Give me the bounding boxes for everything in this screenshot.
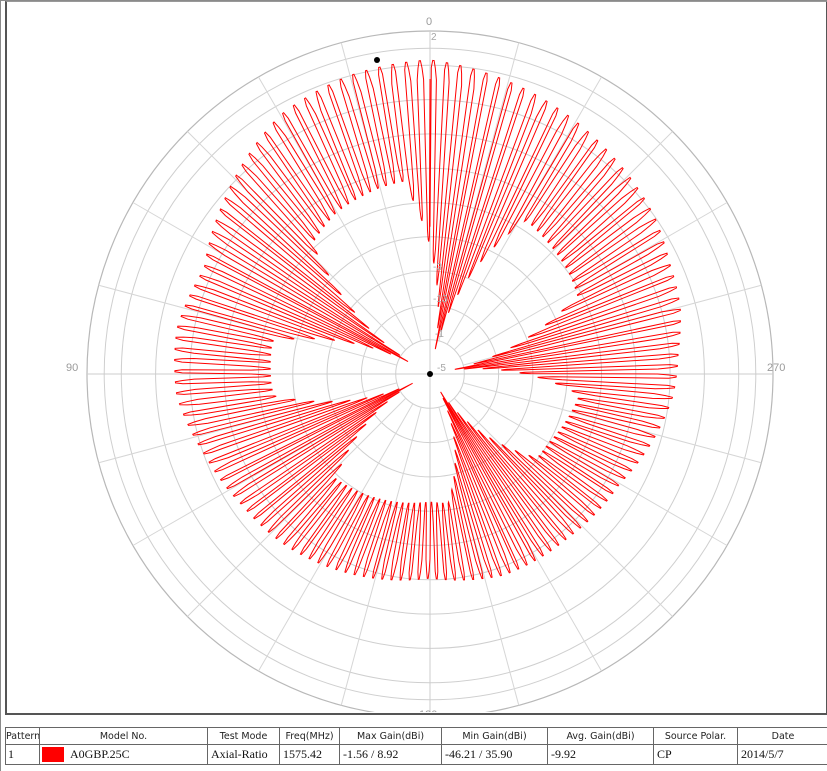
model-no-value: A0GBP.25C [70,746,130,761]
angle-label-270: 270 [767,362,785,374]
header-test-mode: Test Mode [207,727,280,745]
grid-spoke [459,390,728,546]
cell-source-polar: CP [653,744,738,765]
max-marker [374,57,380,63]
polar-chart: 0 90 180 270 2 -3 -13 -1 -5 [66,16,785,712]
header-model-no: Model No. [39,727,208,745]
header-max-gain: Max Gain(dBi) [339,727,442,745]
markers [374,57,433,377]
cell-min-gain: -46.21 / 35.90 [441,744,548,765]
color-swatch [42,747,64,763]
pattern-number: 1 [8,747,14,761]
header-avg-gain: Avg. Gain(dBi) [547,727,654,745]
cell-freq: 1575.42 [279,744,340,765]
grid-spoke [453,131,673,351]
header-source-polar: Source Polar. [653,727,738,745]
pattern-trace-line [174,59,681,581]
cell-model-no: A0GBP.25C [39,744,208,765]
radial-labels: 2 -3 -13 -1 -5 [431,32,448,374]
cell-pattern: 1 [5,744,40,765]
plot-panel: 0 90 180 270 2 -3 -13 -1 -5 [5,1,827,715]
header-freq: Freq(MHz) [279,727,340,745]
grid-spoke [187,397,407,617]
header-pattern: Pattern [5,727,40,745]
ring-label-2: -3 [433,262,442,273]
ring-label-center: -5 [437,363,446,374]
legend-row[interactable]: 1 A0GBP.25C Axial-Ratio 1575.42 -1.56 / … [5,744,827,765]
ring-label-3: -13 [433,294,448,305]
cell-date: 2014/5/7 [737,744,827,765]
header-date: Date [737,727,827,745]
cell-max-gain: -1.56 / 8.92 [339,744,442,765]
header-min-gain: Min Gain(dBi) [441,727,548,745]
angle-labels: 0 90 180 270 [66,16,785,712]
pattern-trace [174,59,681,581]
angle-label-90: 90 [66,362,78,374]
legend-header-row: Pattern Model No. Test Mode Freq(MHz) Ma… [5,727,827,745]
ring-label-outer: 2 [431,32,437,43]
grid-spoke [438,407,520,706]
grid-spoke [340,407,422,706]
grid-spoke [258,76,414,345]
grid-spoke [340,42,422,341]
legend-table: Pattern Model No. Test Mode Freq(MHz) Ma… [5,727,827,765]
angle-label-180: 180 [419,709,437,712]
grid-spoke [98,382,397,464]
ring-label-4: -1 [435,329,444,340]
cell-avg-gain: -9.92 [547,744,654,765]
angle-label-0: 0 [426,16,432,28]
cell-test-mode: Axial-Ratio [207,744,280,765]
center-marker [427,371,433,377]
grid-spoke [453,397,673,617]
